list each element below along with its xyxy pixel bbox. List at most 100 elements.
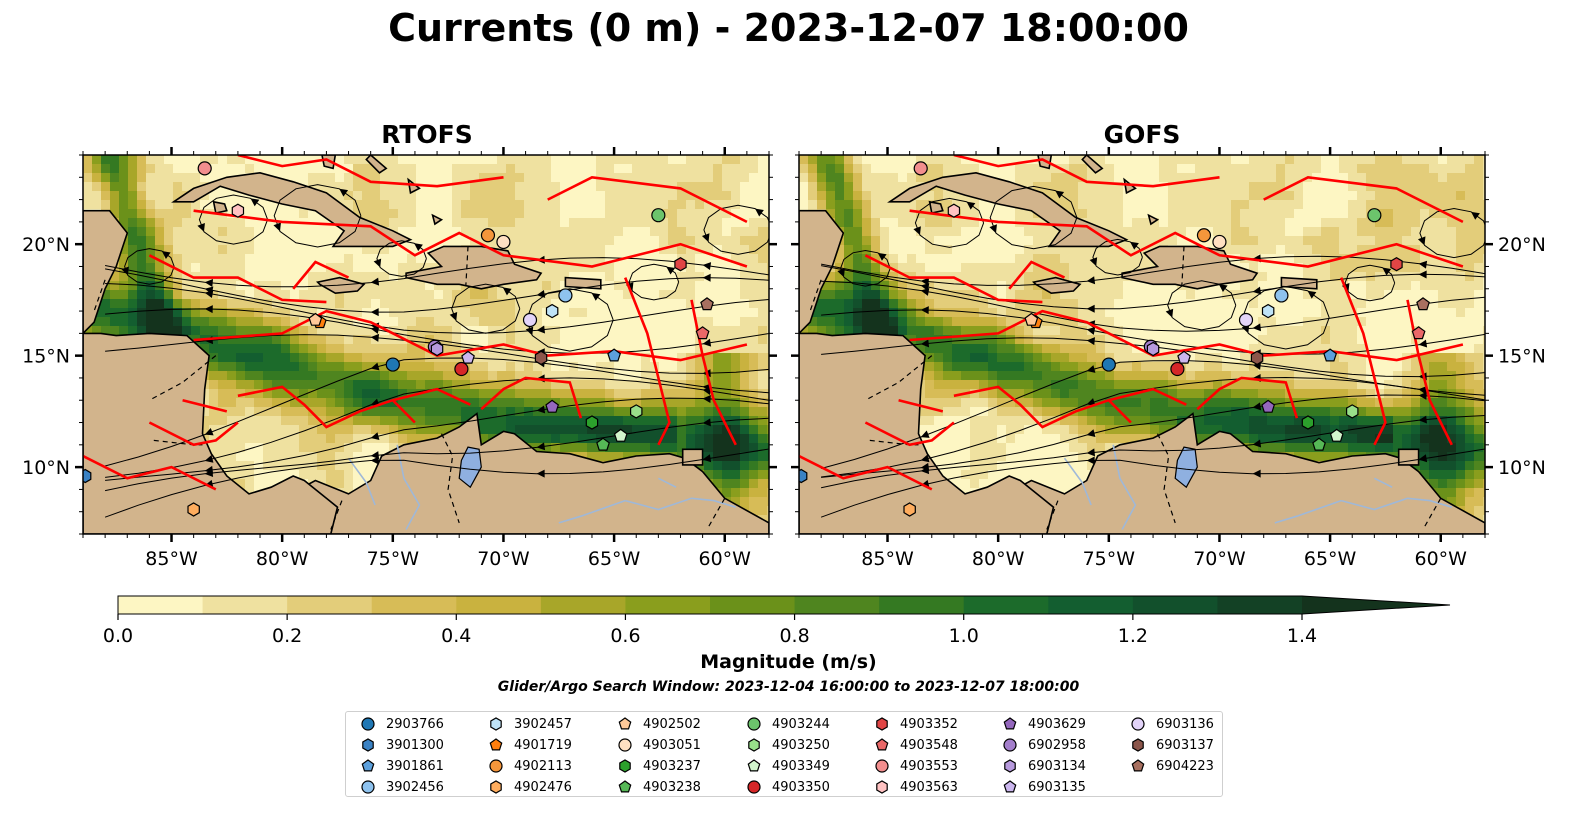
float-marker-6903135 <box>1177 350 1191 364</box>
float-marker-4903051 <box>496 234 511 250</box>
legend-marker-circle <box>875 759 889 773</box>
legend-label: 4902113 <box>514 758 572 774</box>
legend-marker-circle <box>361 717 375 731</box>
float-marker-4903553 <box>913 161 928 176</box>
colorbar-segment <box>1132 596 1218 614</box>
map-frame <box>798 154 1486 535</box>
float-marker-6903136 <box>522 312 538 328</box>
lon-tick-label: 80°W <box>256 548 309 570</box>
legend-label: 6903136 <box>1156 716 1214 732</box>
lon-tick-label: 60°W <box>1415 548 1468 570</box>
legend-label: 6902958 <box>1028 737 1086 753</box>
float-marker-6904223 <box>700 297 714 311</box>
lon-tick-label: 85°W <box>145 548 198 570</box>
lon-tick-label: 80°W <box>972 548 1025 570</box>
legend-marker-hexagon <box>876 717 888 731</box>
float-marker-4903349 <box>613 428 628 442</box>
colorbar-segment <box>371 596 457 614</box>
colorbar-tick-label: 1.4 <box>1287 625 1317 647</box>
float-marker-6903135 <box>461 350 475 364</box>
float-marker-3902456 <box>1274 288 1289 303</box>
legend-label: 4903238 <box>643 779 701 795</box>
legend-item-4903553: 4903553 <box>874 758 958 774</box>
colorbar-segment <box>1217 596 1303 614</box>
float-marker-2903766 <box>1101 357 1116 372</box>
legend-marker-hexagon <box>1132 738 1144 752</box>
float-marker-4902502 <box>308 312 323 326</box>
legend-marker-circle <box>361 780 375 794</box>
float-marker-6903134 <box>430 341 444 357</box>
legend-item-3902456: 3902456 <box>360 779 444 795</box>
legend-label: 3901861 <box>386 758 444 774</box>
colorbar-tick-label: 0.2 <box>272 625 302 647</box>
float-legend: 2903766 3901300 3901861 3902456 3902457 49017… <box>345 711 1223 797</box>
legend-item-2903766: 2903766 <box>360 716 444 732</box>
lon-tick-label: 70°W <box>477 548 530 570</box>
legend-item-3902457: 3902457 <box>488 716 572 732</box>
legend-item-4903238: 4903238 <box>617 779 701 795</box>
colorbar-extension <box>1302 596 1450 614</box>
legend-marker-hexagon <box>490 780 502 794</box>
legend-item-4903350: 4903350 <box>746 779 830 795</box>
lat-tick-label: 10°N <box>22 457 70 479</box>
legend-label: 4903563 <box>900 779 958 795</box>
legend-label: 3901300 <box>386 737 444 753</box>
legend-item-6903135: 6903135 <box>1002 779 1086 795</box>
legend-label: 4901719 <box>514 737 572 753</box>
float-marker-3902456 <box>558 288 573 303</box>
lon-tick-label: 85°W <box>861 548 914 570</box>
legend-marker-circle <box>1131 717 1145 731</box>
colorbar-segment <box>202 596 288 614</box>
float-marker-4902113 <box>480 228 496 243</box>
colorbar-segment <box>794 596 880 614</box>
legend-item-4903563: 4903563 <box>874 779 958 795</box>
legend-label: 6903137 <box>1156 737 1214 753</box>
float-marker-4902476 <box>903 502 916 517</box>
legend-marker-pentagon <box>1003 780 1017 793</box>
legend-marker-circle <box>618 738 632 752</box>
legend-label: 4902476 <box>514 779 572 795</box>
legend-marker-pentagon <box>361 759 375 772</box>
panel-title-rtofs: RTOFS <box>381 120 473 149</box>
float-marker-6904223 <box>1416 297 1430 311</box>
panel-title-gofs: GOFS <box>1103 120 1181 149</box>
colorbar-segment <box>879 596 965 614</box>
float-marker-4903244 <box>1367 208 1382 223</box>
colorbar-tick-label: 1.2 <box>1118 625 1148 647</box>
eez-boundaries <box>799 155 1464 491</box>
map-frame <box>82 154 770 535</box>
legend-item-4902113: 4902113 <box>488 758 572 774</box>
colorbar-segment <box>540 596 626 614</box>
float-marker-3901300 <box>799 468 808 484</box>
legend-marker-circle <box>747 717 761 731</box>
colorbar-tick-label: 0.0 <box>103 625 133 647</box>
legend-label: 4902502 <box>643 716 701 732</box>
colorbar-segment <box>118 596 204 614</box>
legend-marker-hexagon <box>748 738 760 752</box>
float-marker-4903629 <box>1261 399 1276 413</box>
lon-tick-label: 70°W <box>1193 548 1246 570</box>
float-marker-6903137 <box>534 350 548 366</box>
float-marker-4903563 <box>947 203 961 218</box>
legend-item-4903629: 4903629 <box>1002 716 1086 732</box>
legend-item-4903352: 4903352 <box>874 716 958 732</box>
legend-label: 4903051 <box>643 737 701 753</box>
float-marker-3901300 <box>83 468 92 484</box>
float-marker-4903237 <box>1301 415 1315 430</box>
colorbar-segment <box>963 596 1049 614</box>
legend-label: 4903352 <box>900 716 958 732</box>
legend-marker-circle <box>489 759 503 773</box>
float-marker-4903553 <box>197 161 212 176</box>
legend-item-6903134: 6903134 <box>1002 758 1086 774</box>
legend-marker-hexagon <box>1004 759 1016 773</box>
colorbar-tick-label: 0.6 <box>610 625 640 647</box>
float-marker-4903238 <box>1312 437 1326 451</box>
legend-label: 4903548 <box>900 737 958 753</box>
legend-marker-pentagon <box>618 780 632 793</box>
float-marker-3901861 <box>607 348 622 362</box>
lat-tick-label: 20°N <box>22 234 70 256</box>
lon-tick-label: 75°W <box>367 548 420 570</box>
legend-marker-hexagon <box>490 717 502 731</box>
legend-item-4903349: 4903349 <box>746 758 830 774</box>
